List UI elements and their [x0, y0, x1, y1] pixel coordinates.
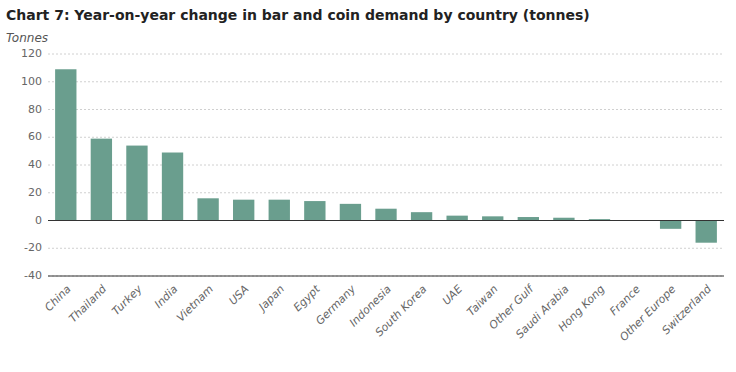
bars: [55, 69, 717, 242]
bar: [55, 69, 76, 220]
bar: [304, 201, 325, 220]
title: Chart 7: Year-on-year change in bar and …: [6, 7, 590, 23]
x-axis-line: [48, 276, 724, 277]
zero-line: [48, 220, 724, 221]
y-tick-label: 100: [21, 75, 42, 88]
bar: [446, 216, 467, 221]
x-tick-label: Switzerland: [659, 282, 714, 337]
chart-container: Chart 7: Year-on-year change in bar and …: [0, 0, 736, 372]
y-tick-label: 120: [21, 47, 42, 60]
bar: [411, 212, 432, 220]
x-tick-label: UAE: [440, 283, 465, 308]
x-axis: ChinaThailandTurkeyIndiaVietnam USAJapanE…: [42, 281, 715, 344]
bar: [126, 146, 147, 221]
x-tick-label: Turkey: [110, 282, 146, 318]
bar: [91, 139, 112, 221]
bar: [696, 221, 717, 243]
bar: [375, 209, 396, 221]
grid-line: [48, 248, 724, 249]
grid-line: [48, 54, 724, 55]
bar: [340, 204, 361, 221]
bar: [660, 221, 681, 229]
y-tick-label: 20: [28, 186, 42, 199]
x-tick-label: Egypt: [291, 282, 323, 314]
x-tick-label: Japan: [255, 283, 287, 315]
grid-line: [48, 109, 724, 110]
y-tick-label: 40: [28, 158, 42, 171]
bar: [518, 217, 539, 220]
grid-line: [48, 192, 724, 193]
y-tick-label: 80: [28, 103, 42, 116]
y-tick-label: -40: [24, 269, 42, 282]
x-tick-label: South Korea: [373, 282, 430, 339]
bar: [197, 198, 218, 220]
y-axis: -40 -20 0 20 40 60 80 100 120: [21, 47, 42, 282]
y-tick-label: 0: [35, 214, 42, 227]
x-tick-label: Hong Kong: [556, 283, 608, 335]
grid: [48, 54, 724, 276]
grid-line: [48, 276, 724, 277]
x-tick-label: China: [42, 282, 74, 314]
x-tick-label: USA: [226, 283, 251, 308]
x-tick-label: Thailand: [67, 282, 110, 325]
grid-line: [48, 81, 724, 82]
y-tick-label: 60: [28, 130, 42, 143]
grid-line: [48, 220, 724, 221]
grid-line: [48, 137, 724, 138]
grid-line: [48, 165, 724, 166]
y-axis-label: Tonnes: [6, 31, 48, 45]
bar: [162, 153, 183, 221]
bar: [233, 200, 254, 221]
bar: [482, 216, 503, 220]
x-tick-label: India: [152, 282, 180, 310]
y-tick-label: -20: [24, 241, 42, 254]
chart: Chart 7: Year-on-year change in bar and …: [0, 0, 736, 372]
bar: [269, 200, 290, 221]
x-tick-label: Vietnam: [174, 283, 216, 325]
